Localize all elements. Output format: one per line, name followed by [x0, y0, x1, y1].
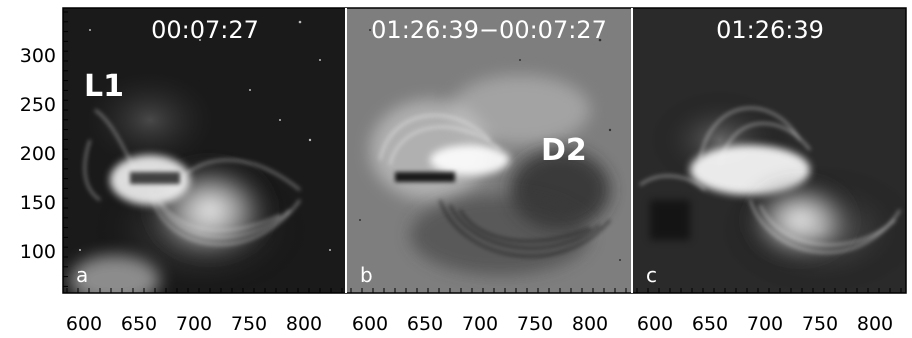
x-tick-label: 700	[747, 313, 783, 335]
x-tick-label: 750	[802, 313, 838, 335]
panel-c-timestamp: 01:26:39	[716, 16, 824, 44]
y-tick-label: 200	[20, 143, 56, 165]
x-tick-label: 800	[857, 313, 893, 335]
x-tick-label: 700	[176, 313, 212, 335]
x-tick-label: 750	[231, 313, 267, 335]
y-tick-label: 300	[20, 45, 56, 67]
panel-a-timestamp: 00:07:27	[151, 16, 259, 44]
tick-marks	[63, 11, 902, 293]
x-tick-label: 600	[352, 313, 388, 335]
x-tick-label: 800	[286, 313, 322, 335]
panel-c-letter: c	[646, 263, 657, 287]
y-tick-label: 150	[20, 192, 56, 214]
x-tick-label: 650	[692, 313, 728, 335]
panel-frames	[62, 7, 907, 294]
y-axis: 300 250 200 150 100	[20, 45, 56, 263]
x-tick-label: 650	[407, 313, 443, 335]
x-tick-label: 800	[572, 313, 608, 335]
x-tick-label: 600	[66, 313, 102, 335]
panel-c	[633, 8, 906, 293]
y-tick-label: 100	[20, 241, 56, 263]
x-tick-label: 750	[517, 313, 553, 335]
x-tick-label: 650	[121, 313, 157, 335]
x-axis-panel-c: 600 650 700 750 800	[637, 313, 893, 335]
x-axis-panel-a: 600 650 700 750 800	[66, 313, 322, 335]
feature-label-l1: L1	[84, 69, 124, 104]
x-axis-panel-b: 600 650 700 750 800	[352, 313, 608, 335]
panel-b-timestamp: 01:26:39−00:07:27	[371, 16, 607, 44]
x-tick-label: 600	[637, 313, 673, 335]
y-tick-label: 250	[20, 94, 56, 116]
feature-label-d2: D2	[541, 133, 587, 168]
panel-b	[347, 8, 631, 293]
panel-a	[63, 8, 345, 293]
x-tick-label: 700	[462, 313, 498, 335]
panel-b-letter: b	[360, 263, 373, 287]
panel-a-letter: a	[76, 263, 88, 287]
